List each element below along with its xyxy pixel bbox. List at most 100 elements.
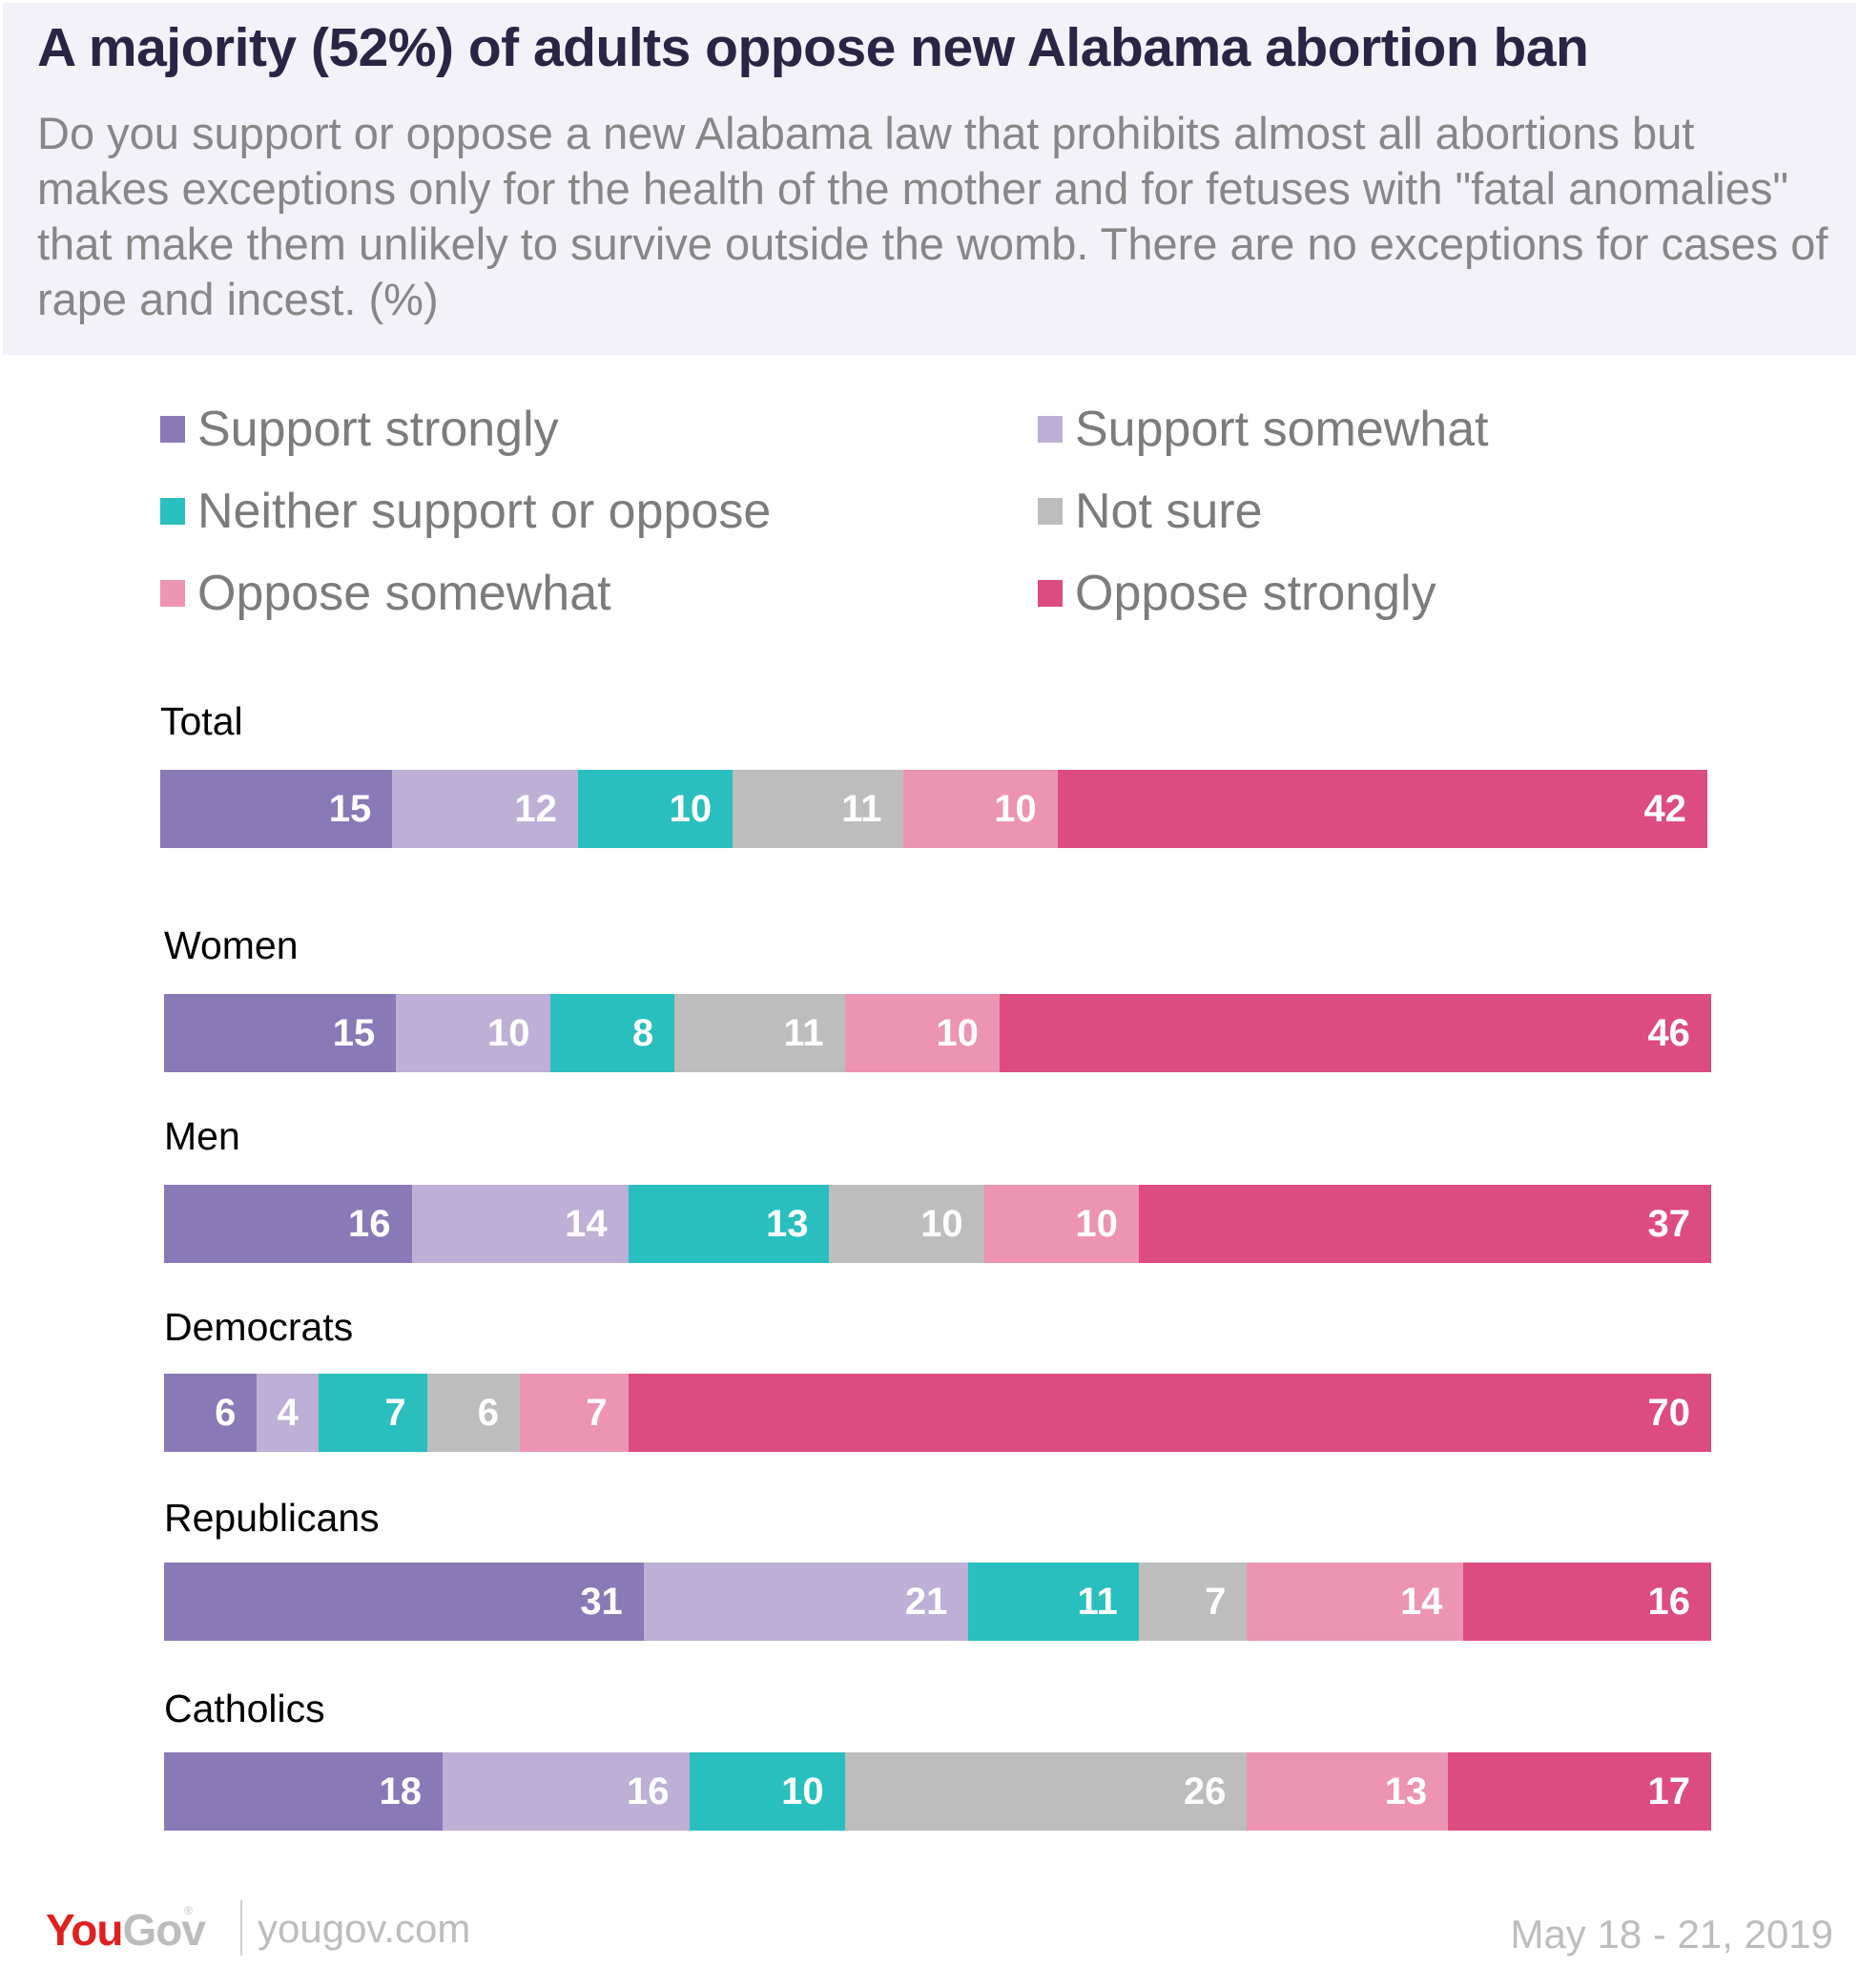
bar-segment: 10 [577,770,733,848]
data-label: 7 [384,1391,406,1434]
bar-segment: 10 [829,1185,984,1263]
legend-item: Support strongly [160,401,559,458]
legend-swatch [160,498,185,525]
bar-segment: 31 [164,1563,644,1641]
bar-segment: 17 [1448,1752,1711,1831]
chart-title: A majority (52%) of adults oppose new Al… [37,17,1589,78]
bar-segment: 6 [164,1374,258,1452]
legend-label: Not sure [1075,484,1263,539]
bar-democrats: 6 4 7 6 7 70 [164,1374,1711,1452]
legend-item: Oppose strongly [1038,565,1436,622]
bar-women: 15 10 8 11 10 46 [164,994,1711,1072]
row-label-total: Total [160,699,243,743]
legend-swatch [160,580,185,607]
bar-segment: 11 [674,994,845,1072]
bar-catholics: 18 16 10 26 13 17 [164,1752,1711,1831]
legend-item: Oppose somewhat [160,565,611,622]
bar-segment: 16 [1463,1563,1711,1641]
row-label-democrats: Democrats [164,1305,354,1349]
data-label: 13 [765,1202,809,1245]
bar-segment: 16 [442,1752,691,1831]
bar-segment: 7 [520,1374,629,1452]
data-label: 10 [669,787,713,830]
bar-segment: 46 [999,994,1711,1072]
legend-label: Support strongly [197,402,559,457]
data-label: 17 [1647,1770,1690,1812]
bar-segment: 18 [164,1752,443,1831]
survey-date: May 18 - 21, 2019 [1510,1912,1833,1957]
data-label: 10 [994,787,1037,830]
site-link[interactable]: yougov.com [258,1906,471,1951]
bar-men: 16 14 13 10 10 37 [164,1185,1711,1263]
data-label: 31 [580,1580,623,1623]
data-label: 6 [477,1391,500,1434]
data-label: 10 [781,1770,824,1812]
row-label-republicans: Republicans [164,1496,380,1540]
row-label-catholics: Catholics [164,1687,325,1730]
bar-segment: 7 [1138,1563,1248,1641]
bar-segment: 4 [257,1374,320,1452]
data-label: 11 [783,1011,824,1054]
bar-segment: 10 [690,1752,845,1831]
bar-segment: 10 [902,770,1058,848]
bar-segment: 10 [396,994,551,1072]
data-label: 26 [1183,1770,1227,1812]
bar-segment: 13 [1247,1752,1449,1831]
data-label: 7 [1205,1580,1227,1623]
bar-segment: 70 [628,1374,1711,1452]
legend-item: Support somewhat [1038,401,1489,458]
bar-segment: 14 [411,1185,629,1263]
logo-you: You [46,1905,123,1955]
data-label: 15 [332,1011,376,1054]
legend-label: Oppose somewhat [197,566,611,621]
data-label: 37 [1647,1202,1690,1245]
data-label: 15 [328,787,372,830]
legend-label: Support somewhat [1075,402,1489,457]
footer: YouGov ® yougov.com May 18 - 21, 2019 [0,1898,1859,1965]
bar-segment: 14 [1247,1563,1464,1641]
data-label: 10 [936,1011,979,1054]
row-label-women: Women [164,923,299,967]
data-label: 46 [1647,1011,1690,1054]
bar-segment: 12 [392,770,578,848]
bar-segment: 7 [319,1374,427,1452]
data-label: 12 [514,787,557,830]
data-label: 16 [348,1202,391,1245]
legend-label: Oppose strongly [1075,566,1436,621]
yougov-logo: YouGov [46,1904,206,1956]
data-label: 21 [904,1580,948,1623]
data-label: 10 [920,1202,963,1245]
footer-divider [240,1900,242,1956]
legend-swatch [1038,498,1063,525]
logo-gov: Gov [122,1905,205,1955]
bar-segment: 6 [426,1374,521,1452]
bar-segment: 21 [643,1563,969,1641]
bar-segment: 13 [628,1185,830,1263]
legend-swatch [160,416,185,443]
data-label: 13 [1384,1770,1428,1812]
bar-segment: 16 [164,1185,412,1263]
data-label: 16 [1647,1580,1690,1623]
bar-segment: 37 [1138,1185,1711,1263]
header-panel: A majority (52%) of adults oppose new Al… [3,3,1856,355]
bar-segment: 26 [844,1752,1248,1831]
bar-segment: 10 [983,1185,1139,1263]
data-label: 10 [486,1011,530,1054]
data-label: 70 [1647,1391,1690,1434]
legend: Support strongly Support somewhat Neither … [0,401,1859,649]
legend-swatch [1038,580,1063,607]
bar-segment: 42 [1057,770,1707,848]
bar-segment: 15 [164,994,397,1072]
legend-label: Neither support or oppose [197,484,772,539]
data-label: 7 [586,1391,608,1434]
bar-segment: 15 [160,770,393,848]
bar-segment: 11 [968,1563,1139,1641]
bar-total: 15 12 10 11 10 42 [160,770,1707,848]
legend-item: Not sure [1038,483,1263,540]
data-label: 16 [626,1770,670,1812]
bar-segment: 10 [844,994,1000,1072]
row-label-men: Men [164,1114,240,1158]
data-label: 11 [841,787,882,830]
bar-segment: 11 [733,770,903,848]
legend-swatch [1038,416,1063,443]
